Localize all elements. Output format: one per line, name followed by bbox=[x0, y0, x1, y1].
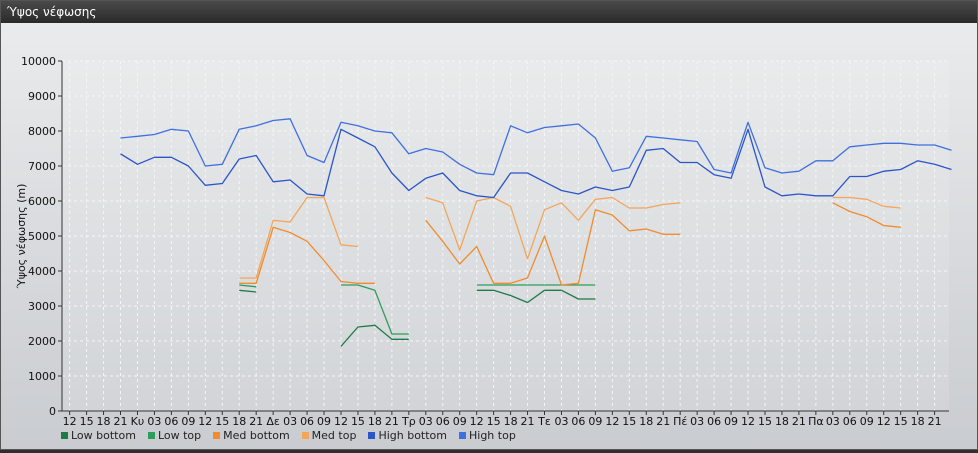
series-line-high-bottom bbox=[120, 128, 952, 199]
y-tick-label: 4000 bbox=[28, 265, 56, 278]
x-tick-label: 18 bbox=[232, 415, 246, 428]
x-tick-label: 21 bbox=[792, 415, 806, 428]
x-tick-label: Δε bbox=[266, 415, 280, 428]
legend-swatch bbox=[459, 431, 466, 439]
x-tick-label: 21 bbox=[521, 415, 535, 428]
x-tick-label: Τρ bbox=[401, 415, 416, 428]
x-tick-label: 12 bbox=[63, 415, 77, 428]
y-tick-label: 10000 bbox=[21, 55, 56, 68]
y-tick-label: 9000 bbox=[28, 90, 56, 103]
window-title: Ύψος νέφωσης bbox=[1, 1, 977, 23]
legend-label: Med bottom bbox=[223, 428, 290, 442]
y-tick-label: 0 bbox=[49, 405, 56, 418]
x-tick-label: 06 bbox=[300, 415, 314, 428]
legend-swatch bbox=[213, 431, 221, 439]
legend-label: Med top bbox=[311, 428, 357, 442]
x-tick-label: 12 bbox=[334, 415, 348, 428]
x-tick-label: 09 bbox=[588, 415, 602, 428]
x-tick-label: Πέ bbox=[673, 415, 687, 428]
legend-item-high-bottom: High bottom bbox=[368, 427, 447, 443]
x-tick-label: 15 bbox=[487, 415, 501, 428]
legend-swatch bbox=[301, 431, 309, 439]
series-line-high-top bbox=[120, 118, 952, 176]
x-tick-label: 15 bbox=[351, 415, 365, 428]
x-tick-label: 12 bbox=[877, 415, 891, 428]
x-tick-label: Τε bbox=[537, 415, 551, 428]
legend-label: High bottom bbox=[378, 428, 447, 442]
x-tick-label: 18 bbox=[639, 415, 653, 428]
x-tick-label: 15 bbox=[758, 415, 772, 428]
y-axis-label: Ύψος νέφωσης (m) bbox=[15, 184, 28, 290]
x-tick-label: 21 bbox=[385, 415, 399, 428]
series-line-med-top bbox=[239, 196, 901, 279]
x-tick-label: 06 bbox=[571, 415, 585, 428]
legend-swatch bbox=[61, 431, 68, 439]
x-tick-label: 21 bbox=[114, 415, 128, 428]
x-tick-label: 09 bbox=[724, 415, 738, 428]
x-tick-label: 12 bbox=[470, 415, 484, 428]
x-tick-label: 03 bbox=[690, 415, 704, 428]
x-tick-label: 18 bbox=[97, 415, 111, 428]
legend-label: Low top bbox=[157, 428, 202, 442]
x-tick-label: 18 bbox=[368, 415, 382, 428]
x-tick-label: Κυ bbox=[131, 415, 145, 428]
x-tick-label: 06 bbox=[436, 415, 450, 428]
y-tick-label: 7000 bbox=[28, 160, 56, 173]
x-tick-label: 15 bbox=[80, 415, 94, 428]
x-tick-label: 09 bbox=[860, 415, 874, 428]
x-tick-label: 03 bbox=[147, 415, 161, 428]
x-tick-label: 18 bbox=[911, 415, 925, 428]
y-tick-label: 8000 bbox=[28, 125, 56, 138]
legend-item-low-top: Low top bbox=[147, 427, 202, 443]
x-tick-label: 12 bbox=[741, 415, 755, 428]
legend-label: Low bottom bbox=[71, 428, 136, 442]
x-tick-label: 15 bbox=[622, 415, 636, 428]
y-tick-label: 3000 bbox=[28, 300, 56, 313]
x-tick-label: 09 bbox=[453, 415, 467, 428]
x-tick-label: 06 bbox=[164, 415, 178, 428]
series-line-low-top bbox=[239, 284, 596, 335]
x-tick-label: 12 bbox=[605, 415, 619, 428]
y-tick-label: 5000 bbox=[28, 230, 56, 243]
legend-item-high-top: High top bbox=[459, 427, 516, 443]
series-line-low-bottom bbox=[239, 289, 596, 347]
legend-label: High top bbox=[469, 428, 516, 442]
x-tick-label: 03 bbox=[554, 415, 568, 428]
legend: Low bottom Low top Med bottom Med top High b… bbox=[61, 427, 516, 443]
x-tick-label: 03 bbox=[283, 415, 297, 428]
x-tick-label: 12 bbox=[198, 415, 212, 428]
x-tick-label: 21 bbox=[249, 415, 263, 428]
y-tick-label: 6000 bbox=[28, 195, 56, 208]
y-tick-label: 1000 bbox=[28, 370, 56, 383]
x-tick-label: 18 bbox=[775, 415, 789, 428]
cloud-height-chart: 12 15 18 21 Κυ 03 06 09 12 15 18 21 Δε 03 06 09 12 15 18 21… bbox=[15, 55, 952, 428]
legend-item-med-bottom: Med bottom bbox=[213, 427, 290, 443]
x-tick-label: 09 bbox=[317, 415, 331, 428]
x-tick-label: 03 bbox=[826, 415, 840, 428]
legend-swatch bbox=[147, 431, 155, 439]
x-tick-label: Πα bbox=[808, 415, 824, 428]
chart-panel: 12 15 18 21 Κυ 03 06 09 12 15 18 21 Δε 03 06 09 12 15 18 21… bbox=[1, 23, 977, 449]
series-line-med-bottom bbox=[239, 202, 901, 286]
x-tick-label: 06 bbox=[707, 415, 721, 428]
x-tick-label: 06 bbox=[843, 415, 857, 428]
x-tick-label: 21 bbox=[928, 415, 942, 428]
x-tick-label: 18 bbox=[504, 415, 518, 428]
legend-item-low-bottom: Low bottom bbox=[61, 427, 136, 443]
x-tick-label: 09 bbox=[181, 415, 195, 428]
x-tick-label: 15 bbox=[215, 415, 229, 428]
x-tick-label: 21 bbox=[656, 415, 670, 428]
legend-item-med-top: Med top bbox=[301, 427, 357, 443]
legend-swatch bbox=[368, 431, 376, 439]
x-tick-label: 15 bbox=[894, 415, 908, 428]
x-tick-label: 03 bbox=[419, 415, 433, 428]
y-tick-label: 2000 bbox=[28, 335, 56, 348]
